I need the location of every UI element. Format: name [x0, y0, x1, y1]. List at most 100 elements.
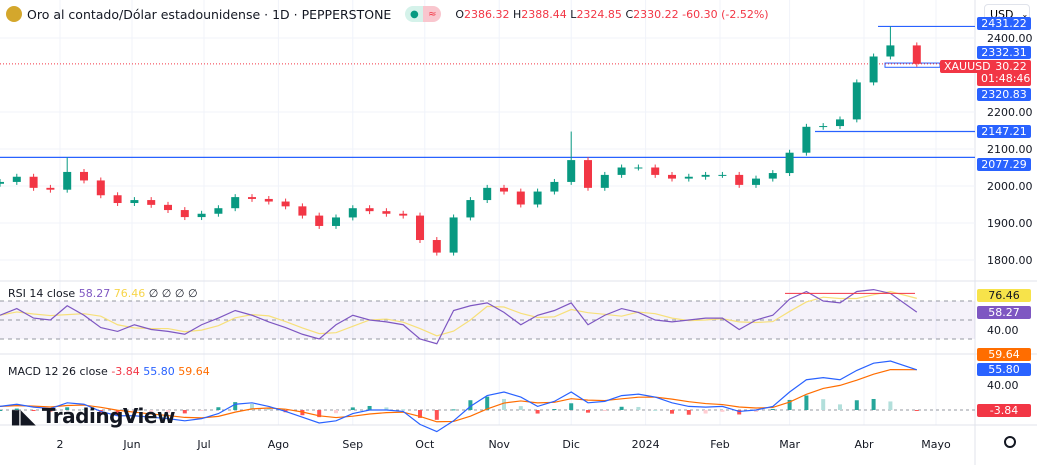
candle-body: [348, 208, 357, 218]
price-tick-label: 1900.00: [987, 217, 1033, 230]
tradingview-logo[interactable]: ▮◣ TradingView: [10, 404, 175, 428]
candle-body: [214, 208, 223, 214]
candle-body: [912, 45, 921, 64]
macd-line: [0, 360, 917, 433]
symbol-title[interactable]: Oro al contado/Dólar estadounidense · 1D…: [27, 6, 392, 22]
chevron-down-icon: ⌄: [1021, 9, 1029, 19]
macd-histogram-bar: [98, 410, 103, 415]
macd-histogram-bar: [115, 410, 120, 416]
macd-histogram-bar: [418, 410, 422, 418]
candle-body: [197, 213, 206, 218]
rsi-ma-line: [0, 290, 917, 337]
badge-mid-line: 2147.21: [977, 125, 1031, 138]
badge-macd: 55.80: [977, 363, 1031, 376]
macd-histogram-bar: [48, 410, 53, 412]
tv-logo-icon: ▮◣: [10, 404, 36, 428]
candle-body: [500, 187, 508, 192]
candle-body: [668, 174, 676, 179]
candle-body: [80, 171, 88, 181]
badge-signal: 59.64: [977, 348, 1031, 361]
macd-histogram-bar: [14, 408, 19, 410]
approx-icon: ≈: [423, 6, 442, 22]
macd-histogram-bar: [888, 401, 893, 410]
candle-body: [416, 215, 424, 241]
time-tick-label: Oct: [415, 438, 435, 451]
macd-histogram-bar: [586, 410, 590, 413]
macd-histogram-bar: [149, 410, 154, 414]
time-tick-label: Dic: [562, 438, 580, 451]
macd-histogram-bar: [602, 410, 607, 411]
candle-body: [365, 208, 374, 212]
price-tick-label: 1800.00: [987, 254, 1033, 267]
macd-histogram-bar: [720, 410, 725, 412]
candle-body: [651, 167, 660, 175]
status-pill[interactable]: ● ≈: [405, 6, 442, 22]
macd-histogram-bar: [502, 398, 506, 410]
candle-body: [298, 206, 307, 216]
candle-body: [735, 174, 744, 185]
macd-histogram-bar: [552, 409, 557, 411]
time-tick-label: Mar: [779, 438, 800, 451]
macd-histogram-bar: [619, 406, 624, 410]
settings-gear-icon[interactable]: [1004, 436, 1016, 448]
candle-body: [886, 45, 895, 57]
candle-body: [399, 213, 408, 216]
macd-histogram-bar: [653, 409, 658, 411]
price-tick-label: 2200.00: [987, 106, 1033, 119]
macd-histogram-bar: [266, 408, 271, 410]
time-tick-label: Nov: [488, 438, 510, 451]
time-tick-label: Mayo: [921, 438, 951, 451]
macd-legend[interactable]: MACD 12 26 close -3.84 55.80 59.64: [8, 365, 210, 378]
macd-histogram-bar: [854, 400, 859, 410]
price-tick-label: 2400.00: [987, 32, 1033, 45]
rsi-legend[interactable]: RSI 14 close 58.27 76.46 ∅ ∅ ∅ ∅: [8, 287, 198, 300]
candle-body: [617, 167, 626, 175]
candle-body: [718, 174, 727, 176]
badge-rsi-ma: 76.46: [977, 289, 1031, 302]
badge-low-line: 2077.29: [977, 158, 1031, 171]
candle-body: [180, 210, 189, 218]
macd-histogram-bar: [871, 398, 876, 410]
macd-histogram-bar: [367, 405, 372, 410]
candle-body: [0, 181, 4, 184]
candle-body: [752, 178, 760, 185]
candle-body: [819, 126, 828, 128]
candle-body: [836, 119, 844, 127]
badge-hist: -3.84: [977, 404, 1031, 417]
macd-histogram-bar: [535, 410, 540, 414]
macd-histogram-bar: [451, 409, 456, 411]
candle-body: [600, 174, 609, 188]
macd-histogram-bar: [350, 407, 355, 410]
macd-histogram-bar: [636, 406, 641, 410]
time-tick-label: Sep: [342, 438, 364, 451]
ohlc-values: O2386.32 H2388.44 L2324.85 C2330.22 -60.…: [455, 7, 769, 21]
macd-histogram-bar: [787, 399, 792, 410]
macd-histogram-bar: [0, 410, 2, 411]
candle-body: [516, 191, 525, 205]
candle-body: [432, 240, 441, 253]
candle-body: [785, 152, 794, 174]
macd-histogram-bar: [914, 410, 919, 411]
macd-histogram-bar: [770, 408, 775, 410]
macd-histogram-bar: [670, 410, 674, 414]
candle-body: [12, 176, 21, 182]
rsi-axis-label: 40.00: [987, 324, 1019, 337]
macd-histogram-bar: [65, 407, 70, 410]
candle-body: [315, 215, 324, 226]
macd-histogram-bar: [821, 399, 826, 410]
candle-body: [96, 180, 105, 196]
change-value: -60.30 (-2.52%): [682, 7, 769, 21]
rsi-line: [0, 288, 918, 345]
badge-rsi: 58.27: [977, 306, 1031, 319]
macd-histogram-bar: [518, 406, 523, 410]
macd-histogram-bar: [384, 407, 389, 410]
candle-body: [567, 160, 576, 182]
price-tick-label: 2100.00: [987, 143, 1033, 156]
candle-body: [550, 181, 559, 192]
macd-histogram-bar: [838, 404, 842, 410]
macd-histogram-bar: [166, 410, 170, 414]
candle-body: [802, 126, 811, 153]
macd-histogram-bar: [485, 396, 490, 410]
